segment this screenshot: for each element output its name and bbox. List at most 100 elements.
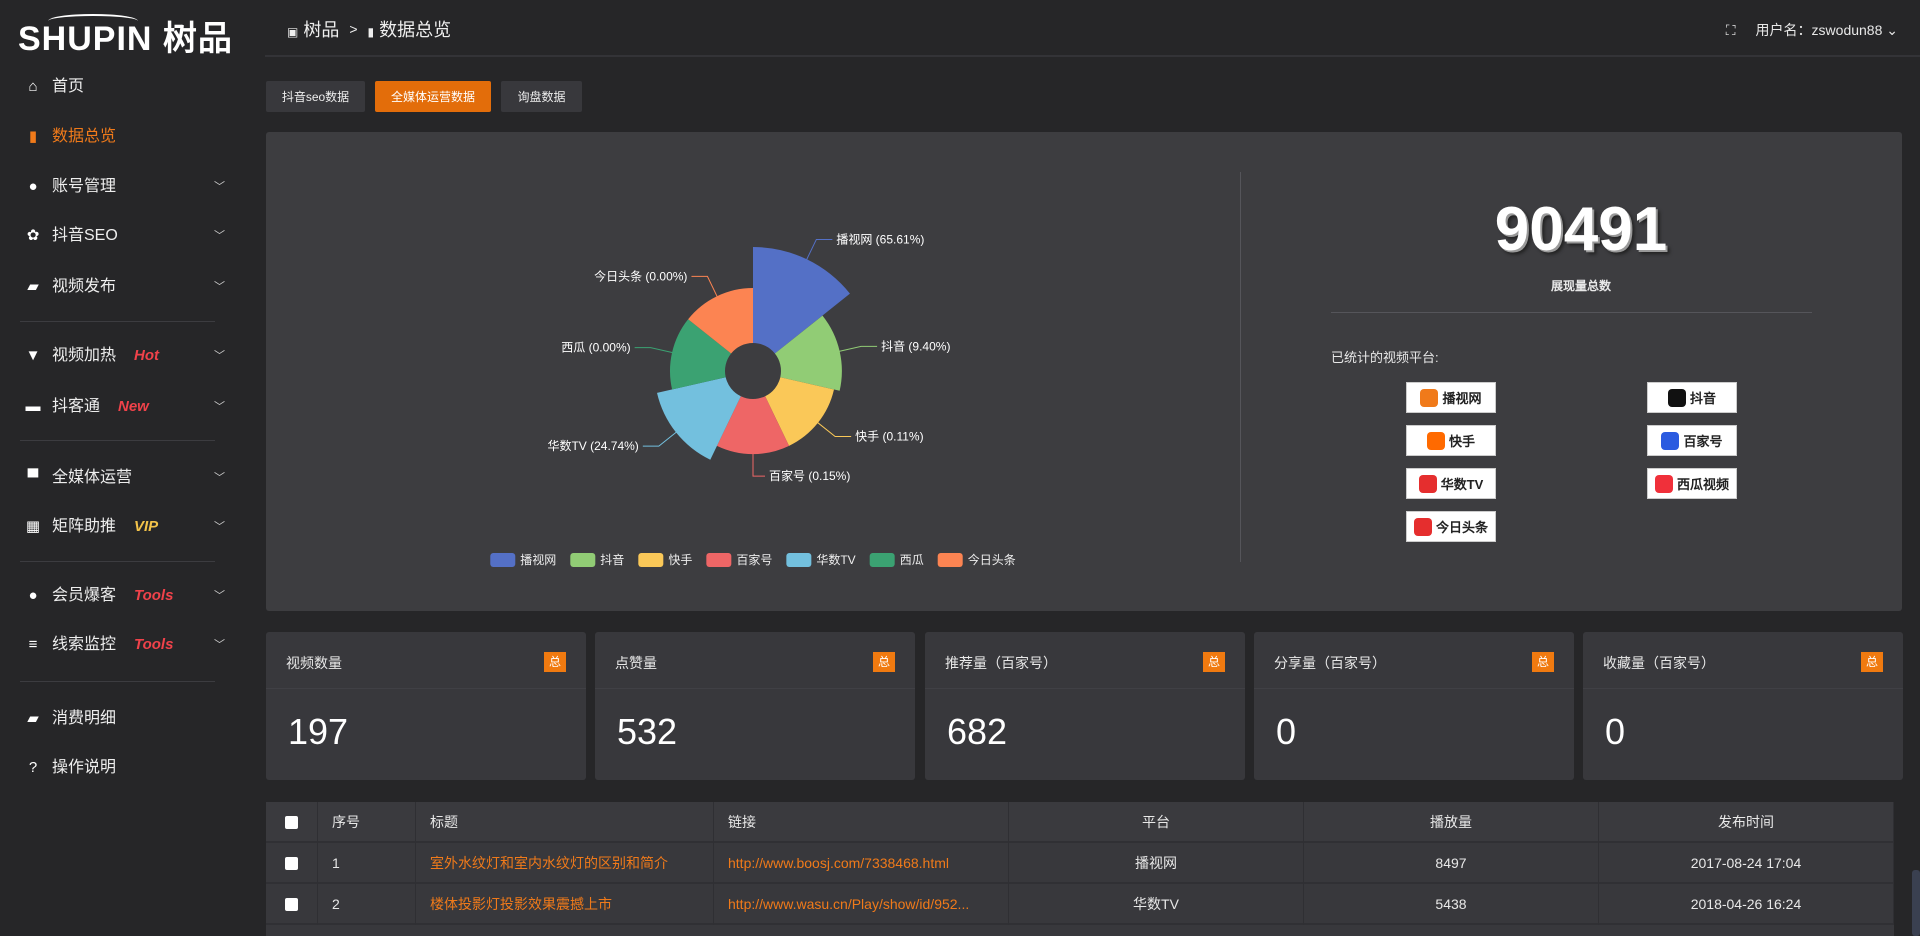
platform-logo: 抖音 [1647,382,1737,413]
sidebar-item-8[interactable]: ▦ 矩阵助推 VIP ﹀ [0,509,245,545]
legend-item[interactable]: 播视网 [490,552,556,567]
sidebar-item-12[interactable]: ? 操作说明 [0,750,245,786]
sidebar-item-label: 视频加热 [52,347,117,364]
sidebar-item-11[interactable]: ▰ 消费明细 [0,701,245,737]
label-line [814,419,852,438]
legend-item[interactable]: 快手 [638,553,692,567]
table-row: 1 室外水纹灯和室内水纹灯的区别和简介 http://www.boosj.com/7… [266,843,1894,884]
sidebar: SHUPIN 树品 ⌂ 首页 ▮ 数据总览 ● 账号管理 ﹀ ✿ 抖音SEO ﹀ ▰ 视频发布 ﹀ ▼ 视频… [0,0,265,936]
pie-slice-4[interactable] [657,377,741,460]
sidebar-item-2[interactable]: ● 账号管理 ﹀ [0,169,245,205]
stat-card: 视频数量 总 197 [266,632,586,780]
stat-value: 197 [288,711,349,752]
stat-title: 分享量（百家号） [1274,655,1386,671]
table-cell[interactable]: http://www.boosj.com/7338468.html [714,843,1009,884]
column-header: 发布时间 [1599,802,1894,843]
legend-item[interactable]: 西瓜 [869,553,924,567]
chevron-down-icon: ⌄ [1886,22,1898,38]
pie-slice-5[interactable] [670,319,732,390]
chevron-down-icon: ﹀ [214,350,225,362]
breadcrumb-separator: > [349,21,358,37]
sidebar-item-label: 抖客通 [52,398,101,415]
user-menu[interactable]: 用户名：zswodun88 ⌄ [1755,22,1898,38]
platform-logo-name: 华数TV [1440,477,1484,492]
table-cell[interactable]: 室外水纹灯和室内水纹灯的区别和简介 [416,843,714,884]
tab-2[interactable]: 询盘数据 [501,81,582,112]
sidebar-item-3[interactable]: ✿ 抖音SEO ﹀ [0,218,245,254]
logo-text: SHUPIN 树品 [18,20,233,58]
sidebar-item-5[interactable]: ▼ 视频加热 Hot ﹀ [0,338,245,374]
pie-slice-0[interactable] [753,247,850,354]
platform-logo: 今日头条 [1406,511,1496,542]
divider [1331,312,1812,313]
pie-slice-6[interactable] [688,288,753,354]
chevron-down-icon: ﹀ [214,590,225,602]
sidebar-item-7[interactable]: ▀ 全媒体运营 ﹀ [0,460,245,496]
sidebar-item-10[interactable]: ≡ 线索监控 Tools ﹀ [0,627,245,663]
chevron-down-icon: ﹀ [214,639,225,651]
sidebar-item-label: 视频发布 [52,278,117,295]
divider [20,561,215,562]
sidebar-item-1[interactable]: ▮ 数据总览 [0,119,245,155]
legend-item[interactable]: 今日头条 [937,552,1016,567]
sidebar-item-9[interactable]: ● 会员爆客 Tools ﹀ [0,578,245,614]
legend-label: 播视网 [520,552,556,567]
row-checkbox[interactable] [285,857,298,870]
legend-label: 快手 [668,553,692,567]
gear-icon: ✿ [26,227,40,244]
legend-item[interactable]: 百家号 [706,552,772,567]
chevron-down-icon: ﹀ [214,181,225,193]
legend-label: 今日头条 [968,552,1016,567]
tab-1[interactable]: 全媒体运营数据 [375,81,491,112]
table-cell: 华数TV [1009,884,1304,925]
stat-value: 0 [1605,711,1626,752]
label-line [835,345,878,353]
pie-slice-3[interactable] [716,396,790,455]
bar-chart-icon: ▮ [367,25,375,39]
divider [1240,172,1241,562]
stat-value: 0 [1276,711,1297,752]
platform-logo-name: 百家号 [1683,434,1723,449]
table-cell: 1 [318,843,416,884]
sidebar-item-label: 线索监控 [52,636,117,653]
label-line [691,275,720,301]
legend-item[interactable]: 抖音 [570,552,624,567]
badge: VIP [134,518,159,535]
chevron-down-icon: ﹀ [214,281,225,293]
slice-label: 快手 (0.11%) [855,430,923,444]
stat-value: 532 [617,711,678,752]
stat-title: 收藏量（百家号） [1603,655,1715,671]
pie-slice-2[interactable] [765,377,834,446]
fullscreen-icon[interactable]: ⛶ [1725,21,1736,38]
row-checkbox[interactable] [285,898,298,911]
divider [20,440,215,441]
rose-pie-chart: 播视网 (65.61%) 抖音 (9.40%) 快手 (0.11%) 百家号 (0.1… [490,231,1016,567]
sidebar-item-0[interactable]: ⌂ 首页 [0,69,245,105]
sidebar-item-4[interactable]: ▰ 视频发布 ﹀ [0,269,245,305]
logo[interactable]: SHUPIN 树品 [18,14,248,58]
platform-logo-icon [1654,474,1673,493]
bar-chart-icon: ▮ [28,128,38,145]
breadcrumb-home[interactable]: ▣ 树品 [287,20,340,40]
scrollbar[interactable] [1912,870,1920,936]
legend-label: 百家号 [736,552,772,567]
table-cell[interactable]: http://www.wasu.cn/Play/show/id/952... [714,884,1009,925]
breadcrumb: ▣ 树品 > ▮ 数据总览 [287,16,451,42]
legend-swatch [937,553,963,567]
legend-swatch [638,553,664,567]
table-cell: 2018-04-26 16:24 [1599,884,1894,925]
sidebar-item-6[interactable]: ▬ 抖客通 New ﹀ [0,389,245,425]
badge: Hot [134,347,159,364]
legend-swatch [570,553,596,567]
tab-0[interactable]: 抖音seo数据 [266,81,365,112]
table-cell[interactable]: 楼体投影灯投影效果震撼上市 [416,884,714,925]
row-checkbox[interactable] [285,816,298,829]
sidebar-item-label: 全媒体运营 [52,469,133,486]
pie-slice-1[interactable] [774,315,842,391]
video-table: 序号 标题 链接 平台 播放量 发布时间 1 室外水纹灯和室内水纹灯的区别和简介 http://… [266,802,1894,936]
legend-item[interactable]: 华数TV [786,552,856,567]
badge: Tools [134,587,174,604]
badge: New [118,398,149,415]
platform-logo-icon [1420,388,1439,407]
platform-logo-icon [1426,431,1445,450]
